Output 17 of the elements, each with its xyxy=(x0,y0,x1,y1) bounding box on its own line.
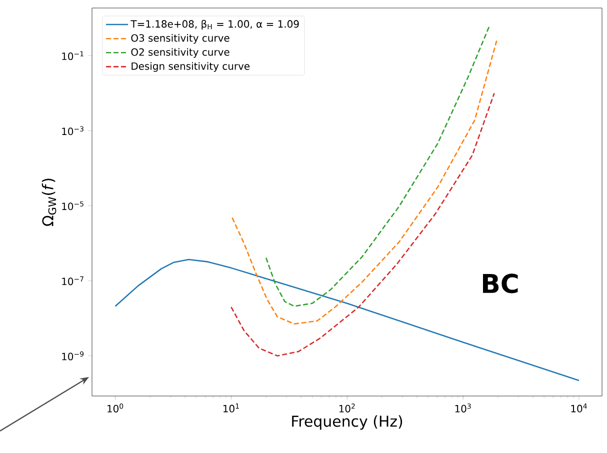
x-tick-label: 10$^{1}$ xyxy=(223,404,239,412)
y-tick-label: 10$^{−7}$ xyxy=(62,276,84,286)
y-tick-label: 10$^{−1}$ xyxy=(62,51,84,60)
y-tick-label: 10$^{−3}$ xyxy=(62,126,84,136)
x-axis-title: Frequency (Hz) xyxy=(292,415,402,430)
legend-label: O3 sensitivity curve xyxy=(131,34,230,44)
y-tick-label: 10$^{−9}$ xyxy=(62,351,84,360)
legend-label: O2 sensitivity curve xyxy=(131,48,230,58)
legend-label: T=1.18e+08, β$_{H}$ = 1.00, α = 1.09 xyxy=(130,20,299,30)
y-tick-label: 10$^{−5}$ xyxy=(62,201,84,210)
x-tick-label: 10$^{2}$ xyxy=(339,404,355,412)
legend-label: Design sensitivity curve xyxy=(132,62,250,72)
annotation: BC xyxy=(483,274,518,294)
x-tick-label: 10$^{4}$ xyxy=(571,404,587,412)
x-tick-label: 10$^{0}$ xyxy=(108,404,124,412)
x-tick-label: 10$^{3}$ xyxy=(455,404,471,412)
y-axis-title: Ω$_{GW}$(f) xyxy=(42,178,56,226)
